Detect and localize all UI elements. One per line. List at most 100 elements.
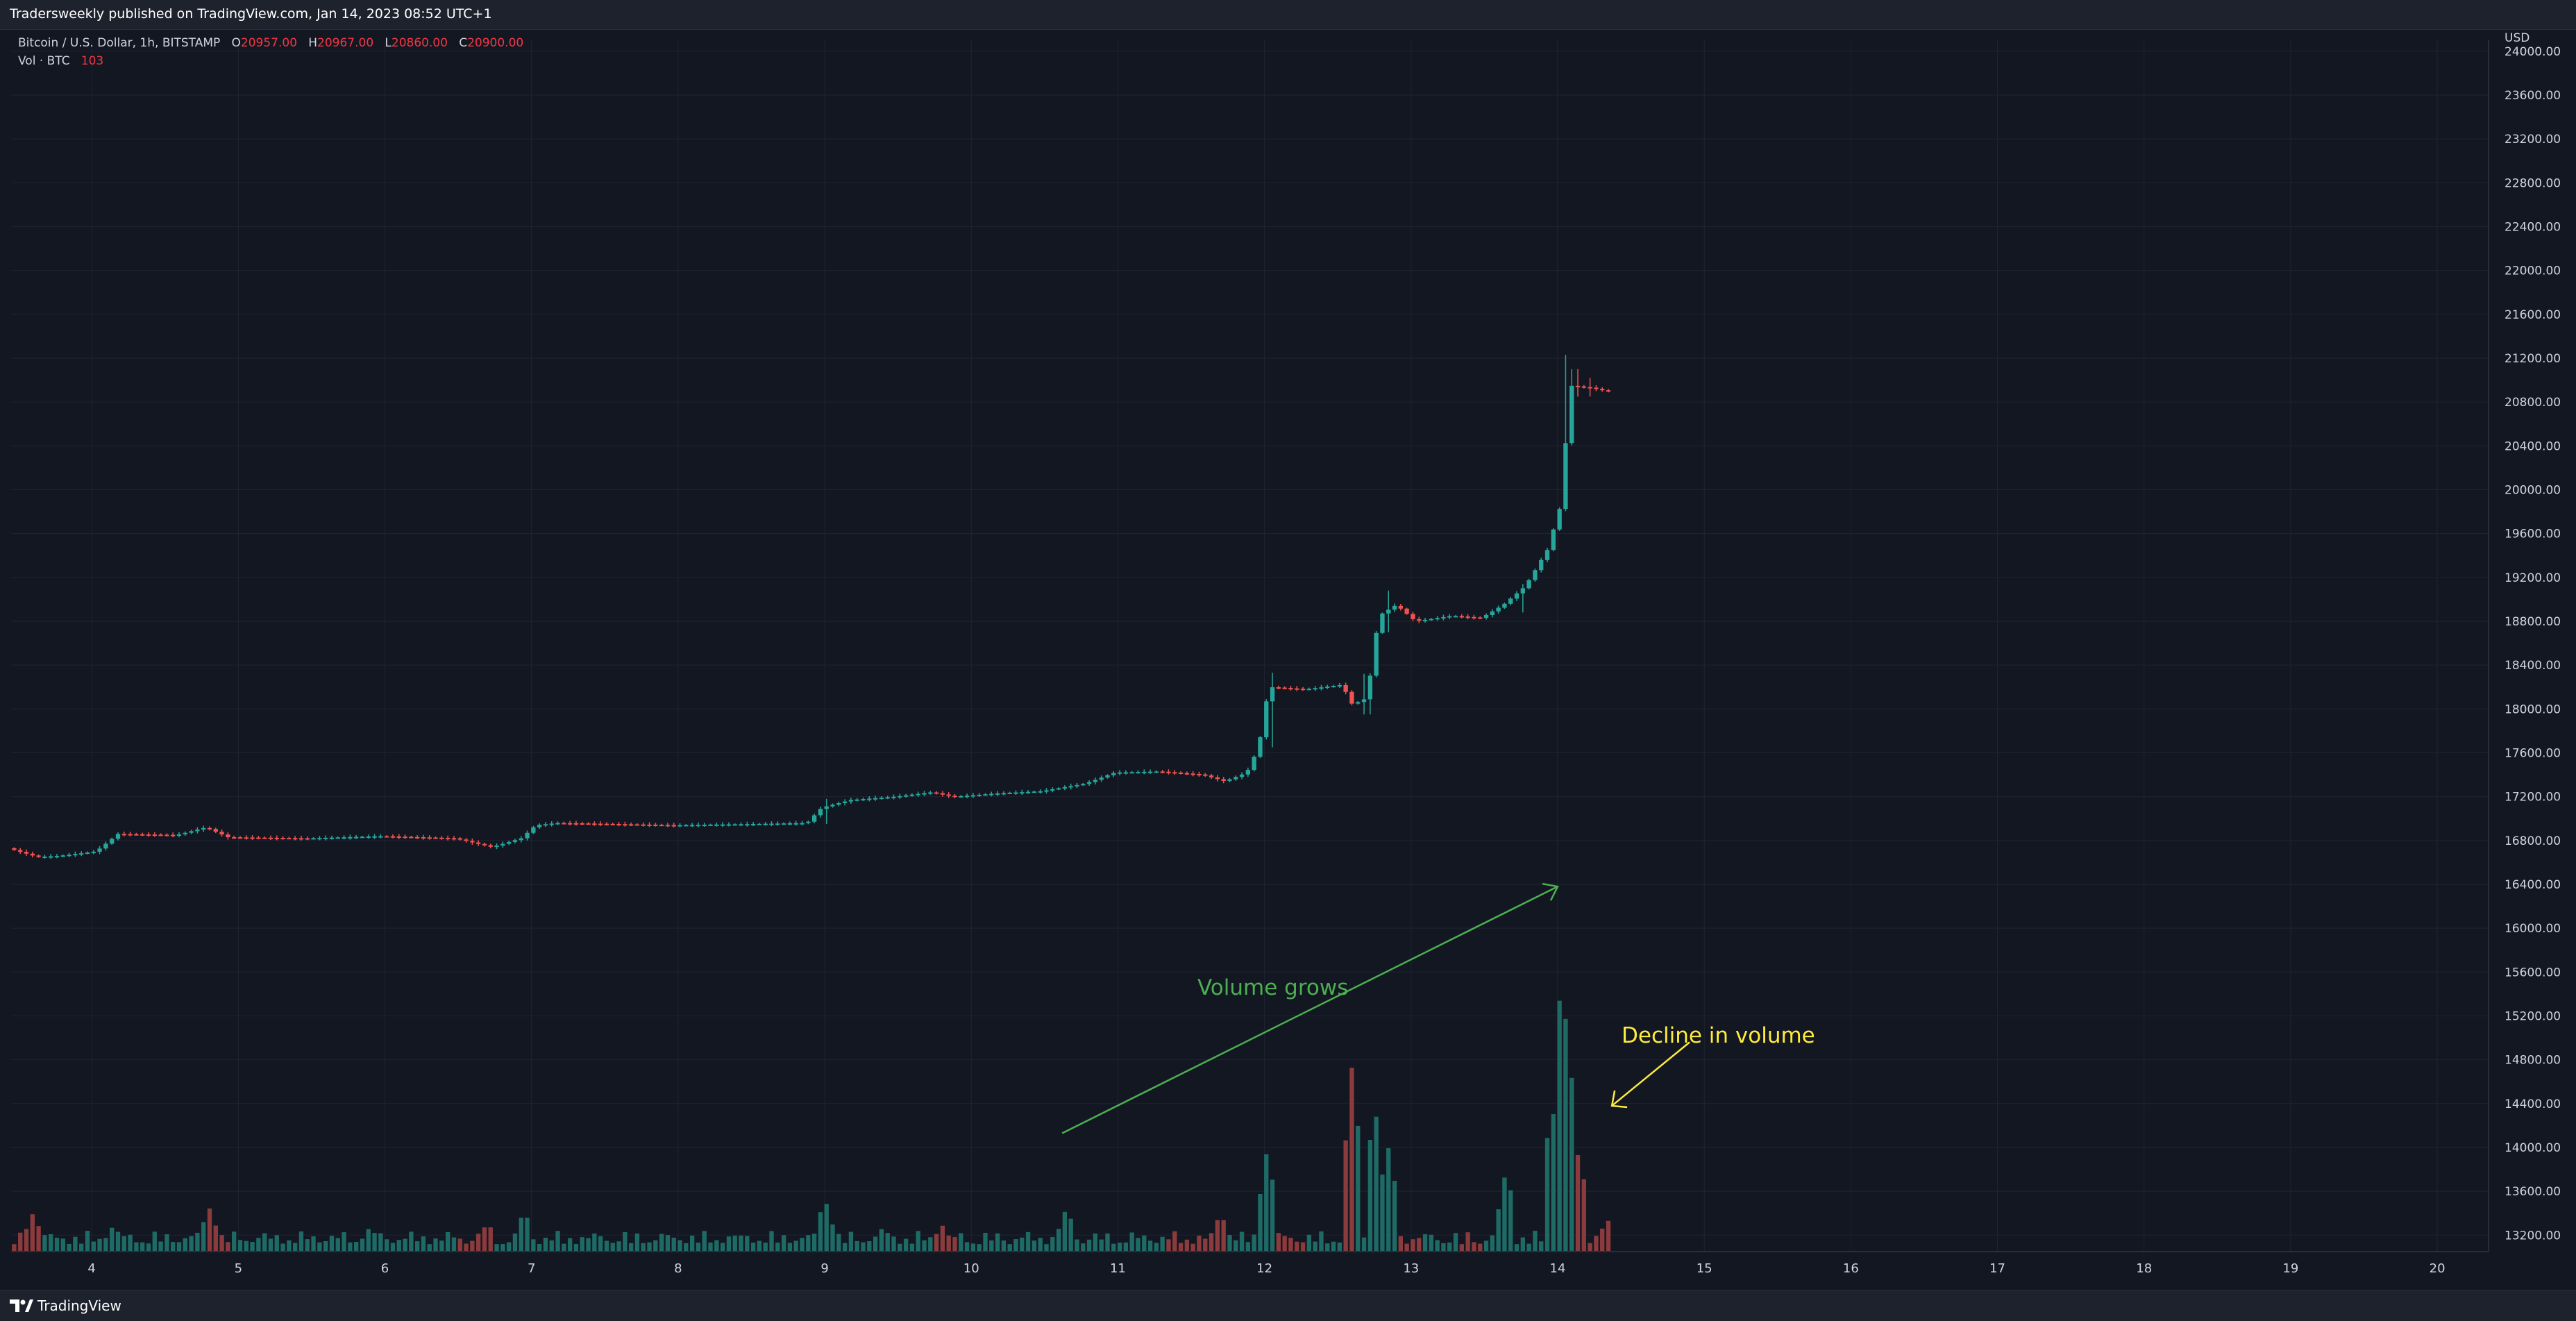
volume-bar — [726, 1236, 732, 1252]
candle — [610, 823, 615, 825]
volume-bar — [1209, 1233, 1214, 1252]
volume-bar — [732, 1236, 737, 1252]
candle — [1502, 603, 1507, 609]
volume-bar — [567, 1238, 573, 1252]
candle — [403, 834, 407, 839]
candle — [562, 821, 566, 825]
candle — [1044, 788, 1049, 794]
candle — [1526, 578, 1531, 590]
volume-bar — [1533, 1231, 1538, 1252]
candle — [1129, 771, 1134, 774]
volume-bar — [134, 1242, 139, 1252]
candle — [708, 823, 713, 826]
volume-bar — [1270, 1179, 1275, 1252]
candle — [1417, 616, 1422, 623]
candle — [226, 832, 230, 840]
legend-low-label: L — [385, 36, 392, 50]
candle — [323, 835, 328, 841]
candle — [280, 836, 285, 840]
volume-bar — [470, 1240, 475, 1252]
volume-bar — [1386, 1148, 1391, 1252]
volume-bar — [1417, 1238, 1422, 1252]
volume-bar — [873, 1236, 878, 1252]
candle — [977, 793, 982, 798]
volume-bar — [763, 1243, 768, 1252]
volume-bar — [720, 1243, 725, 1252]
candle — [409, 835, 414, 839]
volume-bar — [909, 1243, 915, 1252]
candle — [922, 791, 927, 797]
volume-bar — [60, 1238, 65, 1252]
y-tick-label: 17600.00 — [2505, 746, 2561, 760]
volume-bar — [708, 1242, 713, 1252]
candle — [1472, 614, 1476, 620]
x-tick-label: 14 — [1550, 1261, 1566, 1276]
candle — [1539, 557, 1544, 573]
candle — [1007, 791, 1012, 795]
candle — [421, 834, 426, 840]
volume-bar — [506, 1242, 512, 1252]
y-tick-label: 22400.00 — [2505, 220, 2561, 234]
candle — [1343, 682, 1348, 695]
volume-bar — [121, 1236, 126, 1252]
volume-bar — [244, 1240, 249, 1252]
volume-bar — [445, 1231, 451, 1252]
candle — [726, 822, 732, 827]
candle — [745, 821, 750, 827]
legend-open-value: 20957.00 — [240, 36, 298, 50]
volume-bar — [922, 1240, 927, 1252]
candle — [134, 832, 139, 836]
volume-bar — [97, 1238, 102, 1252]
candle — [49, 854, 53, 859]
candle — [1190, 771, 1195, 777]
volume-bar — [183, 1238, 187, 1252]
volume-bar — [1075, 1239, 1079, 1252]
candle — [684, 824, 689, 827]
volume-bar — [781, 1235, 786, 1252]
y-tick-label: 22800.00 — [2505, 176, 2561, 190]
volume-bar — [311, 1236, 316, 1252]
candle — [24, 849, 29, 857]
volume-bar — [800, 1238, 805, 1252]
volume-bar — [531, 1239, 536, 1252]
price-chart[interactable]: USD 13200.00 13600.00 14000.00 14400.00 14800… — [0, 29, 2576, 1290]
volume-bar — [989, 1240, 994, 1252]
volume-bar — [848, 1231, 854, 1252]
candle — [811, 814, 817, 824]
volume-bar — [475, 1234, 481, 1252]
candle — [1252, 755, 1256, 772]
candle — [842, 799, 848, 806]
candle — [946, 792, 951, 798]
volume-bar — [1331, 1241, 1336, 1252]
volume-bar — [1563, 1018, 1568, 1252]
candle — [879, 796, 884, 800]
volume-bar — [592, 1233, 597, 1252]
volume-bar — [983, 1232, 988, 1252]
volume-bar — [1356, 1125, 1361, 1252]
candle — [1483, 613, 1489, 620]
candle — [189, 830, 194, 834]
volume-bar — [903, 1238, 909, 1252]
candle — [433, 836, 438, 839]
publisher-bar: Tradersweekly published on TradingView.c… — [0, 0, 2576, 30]
candle — [256, 836, 261, 840]
volume-bar — [970, 1243, 976, 1252]
volume-bar — [665, 1235, 671, 1252]
y-tick-label: 20000.00 — [2505, 483, 2561, 497]
volume-bar — [1001, 1240, 1007, 1252]
x-tick-label: 13 — [1403, 1261, 1419, 1276]
volume-bar — [268, 1238, 273, 1252]
volume-bar — [1197, 1236, 1202, 1252]
candle — [287, 836, 292, 840]
volume-bar — [1520, 1237, 1525, 1252]
volume-bar — [366, 1229, 371, 1252]
candle — [989, 791, 994, 797]
volume-bar — [1032, 1240, 1037, 1252]
volume-bar — [427, 1244, 432, 1252]
candle — [464, 837, 469, 843]
volume-bar — [317, 1242, 322, 1252]
volume-bar — [439, 1240, 444, 1252]
volume-bar — [262, 1233, 267, 1252]
candle — [1068, 783, 1073, 790]
candle — [1160, 769, 1165, 774]
